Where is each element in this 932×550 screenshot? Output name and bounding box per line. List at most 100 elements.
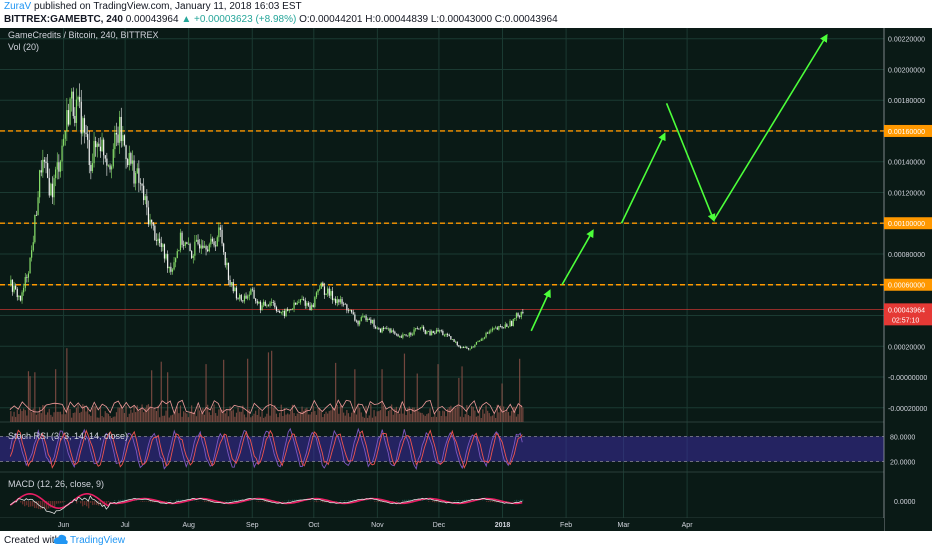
volume-bar (314, 411, 316, 422)
volume-bar (323, 414, 326, 422)
volume-bar (315, 414, 318, 422)
macd-histogram-bar (60, 501, 62, 504)
candle-body (112, 149, 114, 167)
volume-bar (437, 364, 439, 422)
volume-bar (66, 348, 68, 422)
volume-bar (53, 412, 55, 422)
volume-bar (83, 405, 86, 422)
macd-histogram-bar (266, 501, 268, 503)
volume-bar (280, 404, 282, 422)
macd-histogram-bar (40, 501, 42, 510)
macd-histogram-bar (256, 501, 258, 502)
volume-bar (469, 416, 471, 422)
candle-body (61, 145, 63, 162)
volume-bar (87, 406, 89, 422)
forecast-arrows (530, 33, 828, 332)
created-with-text: Created with (4, 535, 61, 546)
chart-svg[interactable]: 0.00220000 0.00200000 0.00180000 0.00140000… (0, 28, 932, 531)
volume-bar (328, 411, 330, 422)
volume-bar (226, 410, 228, 422)
volume-bar (112, 416, 114, 422)
volume-bar (439, 410, 441, 422)
candle-body (376, 328, 378, 330)
level-price-label: 0.00060000 (888, 283, 925, 290)
candle-body (333, 298, 335, 300)
volume-bar (248, 409, 250, 422)
volume-bar (467, 415, 470, 422)
chart-area[interactable]: 0.00220000 0.00200000 0.00180000 0.00140000… (0, 28, 932, 531)
candle-body (125, 145, 127, 160)
macd-histogram-bar (90, 501, 92, 503)
price-tick-label: 0.00020000 (888, 344, 925, 351)
candle-body (437, 330, 439, 332)
candle-body (131, 160, 134, 164)
volume-bar (95, 406, 97, 422)
macd-histogram-bar (94, 501, 96, 505)
macd-histogram-bar (324, 501, 326, 503)
volume-bar (293, 413, 295, 422)
macd-histogram-bar (464, 499, 466, 501)
candle-body (96, 143, 98, 148)
candle-body (351, 309, 353, 313)
candle-body (394, 331, 396, 334)
volume-bar (239, 411, 241, 422)
candle-body (130, 153, 132, 164)
volume-bar (487, 410, 489, 422)
candle-body (69, 98, 71, 125)
macd-histogram-bar (490, 501, 492, 503)
macd-histogram-bar (114, 500, 116, 501)
volume-bar (99, 406, 102, 422)
candle-body (485, 332, 487, 338)
volume-bar (331, 406, 334, 422)
volume-bar (320, 411, 322, 422)
candle-body (231, 282, 233, 286)
macd-histogram-bar (496, 501, 498, 503)
candle-body (271, 302, 273, 303)
volume-bar (295, 415, 297, 422)
candle-body (499, 326, 502, 327)
author-link[interactable]: ZuraV (4, 1, 32, 12)
tradingview-brand[interactable]: TradingView (70, 535, 126, 546)
volume-bar (407, 408, 409, 422)
candle-body (285, 309, 287, 317)
candle-body (432, 331, 434, 333)
volume-bar (279, 412, 281, 422)
candle-body (226, 262, 228, 266)
candle-body (247, 296, 249, 299)
macd-histogram-bar (62, 501, 64, 503)
volume-bar (199, 410, 201, 422)
volume-bar (410, 413, 412, 422)
candle-body (266, 305, 268, 307)
macd-histogram-bar (250, 499, 252, 501)
macd-histogram-bar (260, 501, 262, 502)
volume-bar (459, 416, 462, 422)
macd-histogram-bar (92, 501, 94, 506)
candle-body (408, 332, 410, 336)
candle-body (495, 327, 497, 329)
volume-bar (301, 406, 303, 422)
candle-body (83, 118, 86, 133)
last-price: 0.00043964 (125, 14, 179, 25)
volume-bar (389, 409, 391, 422)
candle-body (471, 346, 473, 349)
candle-body (107, 165, 110, 167)
candle-body (475, 342, 478, 345)
macd-histogram-bar (320, 501, 322, 502)
macd-histogram-bar (136, 500, 138, 501)
candle-body (328, 288, 330, 296)
candle-body (506, 324, 508, 327)
candle-body (451, 339, 454, 340)
volume-bar (47, 412, 49, 422)
volume-bar (55, 369, 57, 422)
candle-body (306, 302, 308, 306)
volume-bar (263, 417, 265, 422)
candle-body (109, 165, 111, 170)
macd-histogram-bar (214, 501, 216, 503)
volume-bar (117, 407, 119, 422)
volume-bar (464, 414, 466, 422)
volume-bar (458, 377, 460, 422)
candle-body (23, 287, 25, 293)
candle-body (498, 326, 500, 330)
candle-body (75, 99, 78, 123)
volume-bar (101, 415, 103, 422)
